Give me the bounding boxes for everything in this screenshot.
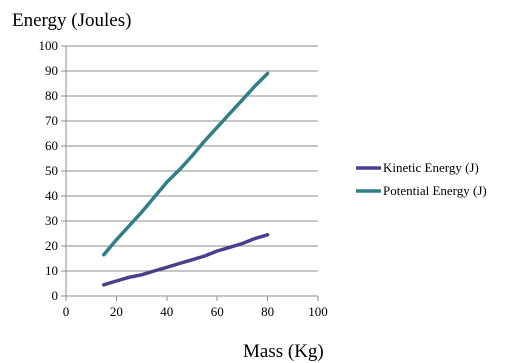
y-tick-label: 20 [45,238,58,253]
y-tick-label: 30 [45,213,58,228]
y-tick-label: 0 [52,288,59,303]
legend-label: Potential Energy (J) [383,183,487,198]
y-tick-label: 50 [45,163,58,178]
x-tick-label: 60 [211,304,224,319]
y-tick-label: 100 [39,38,59,53]
series-line-kinetic-energy-j [102,233,270,287]
y-tick-label: 10 [45,263,58,278]
x-axis-title: Mass (Kg) [243,341,324,362]
legend-item-kinetic-energy-j: Kinetic Energy (J) [356,160,479,175]
series-layer [102,71,270,287]
y-tick-label: 90 [45,63,58,78]
x-tick-label: 20 [110,304,123,319]
x-tick-label: 40 [160,304,173,319]
y-tick-label: 70 [45,113,58,128]
x-tick-label: 100 [308,304,328,319]
y-tick-label: 60 [45,138,58,153]
grid-layer [66,45,318,272]
x-tick-label: 0 [63,304,70,319]
x-tick-label: 80 [261,304,274,319]
legend-label: Kinetic Energy (J) [383,160,479,175]
series-line-potential-energy-j [102,71,270,257]
y-axis-title: Energy (Joules) [12,10,131,31]
legend-item-potential-energy-j: Potential Energy (J) [356,183,487,198]
legend: Kinetic Energy (J) Potential Energy (J) [356,160,487,198]
y-tick-label: 80 [45,88,58,103]
axis-layer: 0 10 20 30 40 50 60 70 80 90 100 0 20 40 60 80 100 [39,38,328,319]
y-tick-label: 40 [45,188,58,203]
